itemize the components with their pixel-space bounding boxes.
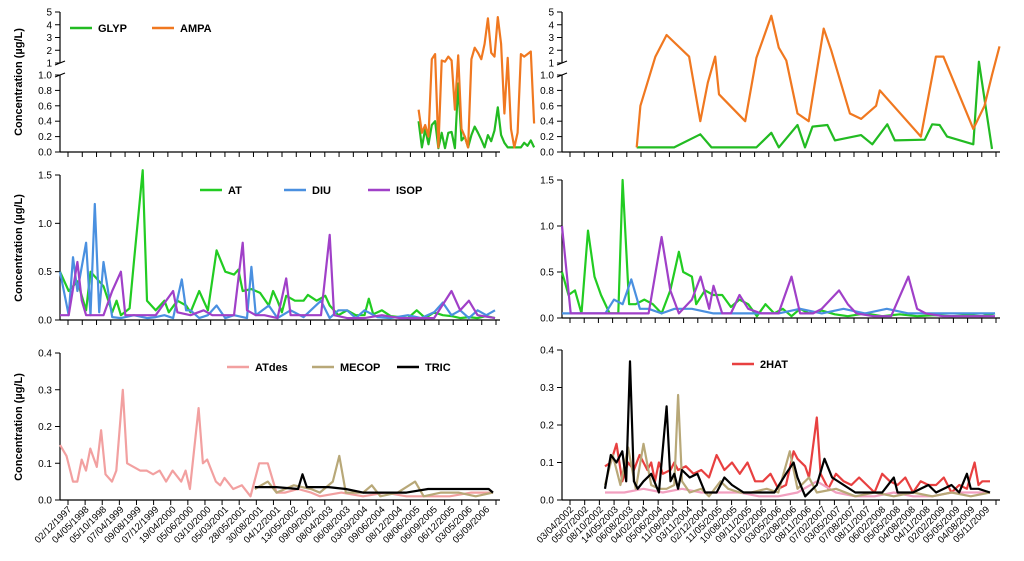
legend-label-at: AT	[228, 185, 242, 197]
legend-label-isop: ISOP	[396, 185, 422, 197]
y-tick-label: 5	[46, 8, 52, 19]
y-tick-label: 3	[46, 33, 52, 44]
y-axis-label: Concentration (µg/L)	[13, 28, 25, 136]
y-tick-label: 0.1	[540, 458, 554, 469]
series-line-isop	[560, 225, 995, 318]
y-tick-label: 1.0	[38, 71, 52, 82]
y-tick-label: 1	[548, 59, 554, 70]
legend-label-2hat: 2HAT	[760, 359, 788, 371]
chart-panel-bottom-left: 0.00.10.20.30.402/12/199704/05/199805/10…	[13, 349, 500, 546]
series-line-atdes	[605, 480, 990, 498]
chart-panel-top-left: 1 2 3 45 0.0 0.2 0.4 0.6 0.8 1.0 Concentration (µg…	[13, 8, 536, 159]
y-tick-label: 1	[46, 59, 52, 70]
y-tick-label: 0.0	[38, 316, 52, 327]
series-line-at	[560, 178, 996, 318]
legend-label-diu: DIU	[312, 185, 331, 197]
y-tick-label: 0.6	[38, 101, 52, 112]
y-tick-label: 0.8	[540, 86, 554, 97]
chart-panel-middle-left: 0.0 0.5 1.0 1.5 Concentration (µg/L) AT DIU ISO…	[13, 169, 500, 327]
y-tick-label: 0.4	[38, 117, 52, 128]
series-line-diu	[562, 278, 995, 315]
legend-label-ampa: AMPA	[180, 23, 212, 35]
legend-label-tric: TRIC	[425, 362, 451, 374]
y-tick-label: 0.4	[540, 346, 554, 357]
y-tick-label: 0.4	[540, 117, 554, 128]
series-line-at	[58, 169, 496, 320]
y-tick-label: 0.2	[38, 422, 52, 433]
series-line-atdes	[59, 388, 493, 498]
y-tick-label: 1.5	[540, 176, 554, 187]
y-tick-label: 0.5	[540, 268, 554, 279]
y-tick-label: 5	[548, 8, 554, 19]
y-tick-label: 0.0	[540, 148, 554, 159]
legend-label-glyp: GLYP	[98, 23, 127, 35]
y-tick-label: 0.2	[38, 132, 52, 143]
series-line-ampa	[635, 14, 1001, 148]
y-tick-label: 0.3	[38, 385, 52, 396]
y-tick-label: 0.3	[540, 383, 554, 394]
chart-panel-top-right: 1 2 3 45 0.0 0.2 0.4 0.6 0.8 1.0	[540, 8, 1001, 159]
y-tick-label: 1.5	[38, 171, 52, 182]
y-tick-label: 0.2	[540, 421, 554, 432]
legend-label-atdes: ATdes	[255, 362, 288, 374]
y-tick-label: 1.0	[540, 71, 554, 82]
y-tick-label: 0.0	[38, 148, 52, 159]
y-tick-label: 0.6	[540, 101, 554, 112]
y-tick-label: 4	[46, 20, 52, 31]
chart-panel-middle-right: 0.0 0.5 1.0 1.5	[540, 176, 1000, 325]
series-line-mecop	[603, 393, 991, 498]
legend-label-mecop: MECOP	[340, 362, 380, 374]
series-line-ampa	[417, 16, 536, 149]
y-tick-label: 2	[46, 46, 52, 57]
y-tick-label: 0.0	[540, 496, 554, 507]
chart-panel-bottom-right: 0.00.10.20.30.403/04/200205/07/200208/10…	[535, 346, 1000, 546]
series-line-tric	[603, 360, 991, 498]
y-tick-label: 0.5	[38, 267, 52, 278]
y-axis-label: Concentration (µg/L)	[13, 373, 25, 481]
y-tick-label: 0.0	[38, 496, 52, 507]
series-line-isop	[60, 233, 496, 320]
series-line-tric	[254, 473, 494, 494]
y-tick-label: 1.0	[38, 219, 52, 230]
y-tick-label: 0.0	[540, 314, 554, 325]
y-tick-label: 0.2	[540, 132, 554, 143]
y-tick-label: 0.8	[38, 86, 52, 97]
y-tick-label: 0.4	[38, 349, 52, 360]
y-tick-label: 2	[548, 46, 554, 57]
y-tick-label: 4	[548, 20, 554, 31]
series-line-glyp	[636, 60, 994, 150]
y-tick-label: 1.0	[540, 222, 554, 233]
y-tick-label: 0.1	[38, 459, 52, 470]
y-tick-label: 3	[548, 33, 554, 44]
series-line-2hat	[604, 416, 990, 494]
y-axis-label: Concentration (µg/L)	[13, 194, 25, 302]
